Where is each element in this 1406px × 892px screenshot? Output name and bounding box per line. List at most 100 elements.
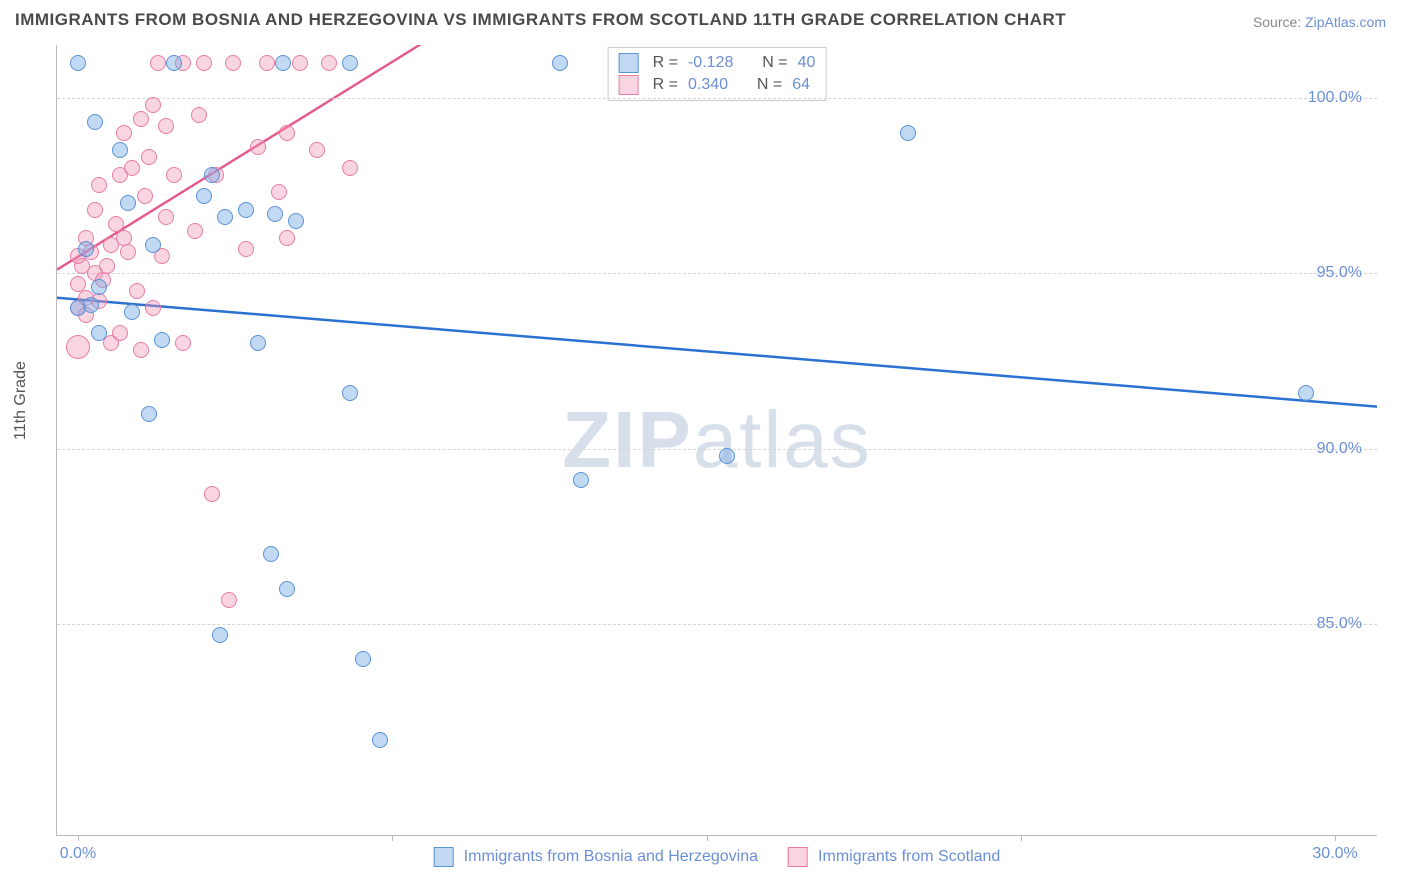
data-point-blue	[355, 651, 371, 667]
data-point-pink	[145, 300, 161, 316]
source-link[interactable]: ZipAtlas.com	[1305, 14, 1386, 30]
data-point-pink	[221, 592, 237, 608]
data-point-pink	[187, 223, 203, 239]
gridline-horizontal	[57, 98, 1377, 99]
swatch-blue	[434, 847, 454, 867]
legend-item-pink: Immigrants from Scotland	[788, 847, 1000, 867]
y-tick-label: 85.0%	[1317, 615, 1362, 633]
data-point-pink	[124, 160, 140, 176]
data-point-blue	[70, 55, 86, 71]
swatch-pink	[619, 75, 639, 95]
data-point-blue	[288, 213, 304, 229]
data-point-pink	[158, 209, 174, 225]
x-tick	[1335, 835, 1336, 841]
data-point-pink	[158, 118, 174, 134]
legend-row-pink: R = 0.340 N = 64	[619, 74, 816, 96]
y-tick-label: 95.0%	[1317, 264, 1362, 282]
r-label: R =	[653, 74, 678, 96]
x-tick-label: 30.0%	[1312, 845, 1357, 863]
data-point-blue	[212, 627, 228, 643]
source-prefix: Source:	[1253, 14, 1305, 30]
data-point-pink	[129, 283, 145, 299]
data-point-pink	[321, 55, 337, 71]
data-point-blue	[83, 297, 99, 313]
data-point-blue	[145, 237, 161, 253]
data-point-pink	[271, 184, 287, 200]
data-point-pink	[166, 167, 182, 183]
data-point-pink	[116, 125, 132, 141]
y-tick-label: 90.0%	[1317, 440, 1362, 458]
correlation-legend: R = -0.128 N = 40 R = 0.340 N = 64	[608, 47, 827, 101]
r-label: R =	[653, 52, 678, 74]
data-point-pink	[279, 230, 295, 246]
data-point-pink	[342, 160, 358, 176]
data-point-pink	[141, 149, 157, 165]
data-point-pink	[225, 55, 241, 71]
data-point-blue	[141, 406, 157, 422]
data-point-pink	[279, 125, 295, 141]
data-point-blue	[275, 55, 291, 71]
data-point-blue	[196, 188, 212, 204]
data-point-pink	[91, 177, 107, 193]
data-point-pink	[99, 258, 115, 274]
r-value-blue: -0.128	[688, 52, 733, 74]
data-point-pink	[196, 55, 212, 71]
data-point-pink	[175, 335, 191, 351]
swatch-blue	[619, 53, 639, 73]
data-point-blue	[372, 732, 388, 748]
n-label: N =	[762, 52, 787, 74]
data-point-blue	[342, 385, 358, 401]
data-point-pink	[120, 244, 136, 260]
data-point-pink	[66, 335, 90, 359]
swatch-pink	[788, 847, 808, 867]
watermark-bold: ZIP	[562, 395, 692, 484]
data-point-blue	[250, 335, 266, 351]
data-point-pink	[238, 241, 254, 257]
y-axis-label: 11th Grade	[12, 361, 30, 440]
data-point-blue	[91, 279, 107, 295]
data-point-blue	[900, 125, 916, 141]
data-point-blue	[124, 304, 140, 320]
data-point-blue	[204, 167, 220, 183]
data-point-pink	[87, 202, 103, 218]
data-point-blue	[87, 114, 103, 130]
data-point-blue	[552, 55, 568, 71]
data-point-blue	[267, 206, 283, 222]
data-point-blue	[342, 55, 358, 71]
trend-line-blue	[57, 298, 1377, 407]
data-point-blue	[112, 142, 128, 158]
chart-plot-area: ZIPatlas R = -0.128 N = 40 R = 0.340 N =…	[56, 45, 1377, 836]
n-label: N =	[757, 74, 782, 96]
legend-item-blue: Immigrants from Bosnia and Herzegovina	[434, 847, 758, 867]
data-point-blue	[154, 332, 170, 348]
y-tick-label: 100.0%	[1308, 89, 1362, 107]
series-legend: Immigrants from Bosnia and Herzegovina I…	[434, 847, 1001, 867]
data-point-pink	[292, 55, 308, 71]
x-tick	[707, 835, 708, 841]
x-tick	[78, 835, 79, 841]
source-attribution: Source: ZipAtlas.com	[1253, 14, 1386, 30]
data-point-pink	[137, 188, 153, 204]
data-point-blue	[78, 241, 94, 257]
data-point-blue	[120, 195, 136, 211]
data-point-blue	[166, 55, 182, 71]
watermark-light: atlas	[693, 395, 872, 484]
data-point-pink	[150, 55, 166, 71]
data-point-pink	[112, 325, 128, 341]
trend-lines-layer	[57, 45, 1377, 835]
data-point-blue	[263, 546, 279, 562]
gridline-horizontal	[57, 624, 1377, 625]
data-point-pink	[191, 107, 207, 123]
data-point-pink	[250, 139, 266, 155]
gridline-horizontal	[57, 273, 1377, 274]
data-point-pink	[145, 97, 161, 113]
data-point-blue	[217, 209, 233, 225]
chart-title: IMMIGRANTS FROM BOSNIA AND HERZEGOVINA V…	[15, 10, 1066, 30]
data-point-pink	[133, 342, 149, 358]
x-tick	[1021, 835, 1022, 841]
gridline-horizontal	[57, 449, 1377, 450]
n-value-pink: 64	[792, 74, 810, 96]
data-point-blue	[279, 581, 295, 597]
watermark: ZIPatlas	[562, 394, 871, 486]
data-point-pink	[259, 55, 275, 71]
